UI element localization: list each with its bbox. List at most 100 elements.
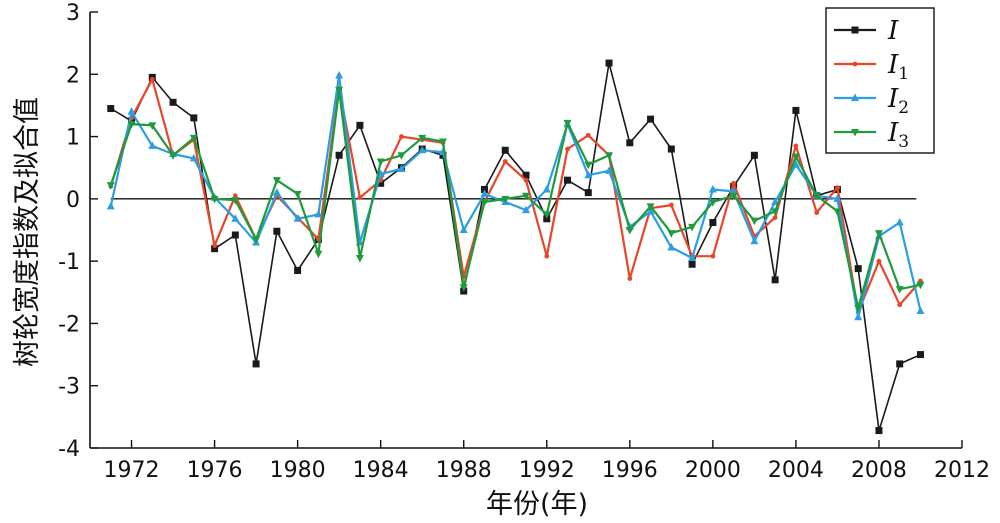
series-2-point	[731, 180, 737, 186]
series-line-2	[109, 78, 922, 314]
series-3-point	[833, 194, 842, 202]
series-4-point	[397, 152, 406, 160]
series-4-point	[189, 134, 198, 143]
series-1-point	[916, 351, 924, 359]
series-3-point	[231, 214, 240, 222]
y-tick-label: -4	[58, 437, 80, 462]
series-1-point	[252, 360, 260, 368]
series-4-point	[418, 134, 427, 143]
series-3-point	[667, 242, 676, 251]
series-line-1	[110, 62, 921, 432]
series-4-point	[708, 198, 717, 207]
series-2-point	[876, 258, 882, 264]
series-2-point	[149, 76, 155, 82]
series-4-point	[293, 190, 302, 199]
series-1-point	[584, 189, 592, 197]
series-1-point	[107, 105, 115, 113]
series-4-point	[522, 192, 530, 201]
series-3-point	[708, 185, 717, 193]
x-tick-label: 1988	[436, 458, 492, 483]
series-4-point	[314, 250, 323, 259]
series-3-point	[480, 189, 489, 197]
series-1-point	[294, 266, 302, 274]
series-3-point	[791, 160, 800, 168]
series-4-point	[501, 195, 510, 204]
legend-marker-3	[851, 93, 859, 101]
y-tick-label: 2	[66, 63, 80, 88]
series-1-point	[667, 145, 675, 153]
series-2-point	[565, 146, 570, 152]
series-3-point	[127, 107, 136, 115]
series-3-point	[688, 253, 697, 262]
series-3-point	[189, 153, 198, 162]
series-4-point	[791, 153, 800, 162]
series-3-point	[272, 188, 281, 196]
legend-subscript: 3	[898, 132, 909, 152]
series-4-point	[563, 119, 572, 128]
plot-area: -4 -3 -2 -1 0 1 2 3 1972 1976 1980 1984 1988 1992 1996…	[58, 1, 990, 483]
series-4-point	[833, 208, 842, 216]
legend-marker-2	[852, 61, 858, 67]
series-1-point	[854, 265, 862, 273]
series-2-point	[585, 132, 591, 138]
legend-subscript: 1	[898, 64, 909, 84]
series-2-point	[668, 202, 674, 208]
series-4-point	[854, 304, 863, 313]
series-1-point	[231, 231, 239, 239]
series-4-point	[169, 152, 178, 160]
series-1-point	[522, 171, 530, 179]
series-4-point	[438, 138, 447, 147]
series-2-point	[212, 243, 217, 248]
series-3-point	[335, 71, 344, 79]
series-3-point	[895, 218, 904, 226]
series-3-point	[605, 166, 614, 174]
series-1-point	[688, 260, 696, 268]
series-4-point	[106, 182, 115, 190]
series-2-point	[502, 159, 508, 164]
x-tick-label: 1976	[187, 458, 243, 483]
series-4-point	[916, 281, 925, 290]
series-4-point	[771, 208, 780, 216]
series-3-point	[293, 214, 302, 222]
series-3-point	[148, 141, 157, 149]
series-3-point	[314, 209, 323, 218]
series-1-point	[211, 245, 219, 253]
series-1-point	[335, 151, 343, 159]
series-4-point	[874, 230, 883, 238]
series-4-point	[210, 195, 219, 204]
series-3-point	[397, 164, 406, 172]
series-2-point	[710, 253, 716, 259]
series-2-point	[523, 177, 529, 183]
legend-subscript: 2	[898, 98, 909, 118]
series-3-point	[106, 201, 115, 210]
y-tick-label: -1	[58, 250, 80, 275]
series-4-point	[895, 286, 904, 294]
series-1-point	[709, 219, 717, 227]
y-axis-title: 树轮宽度指数及拟合值	[12, 97, 43, 367]
series-4-point	[729, 192, 738, 201]
series-4-point	[542, 211, 551, 219]
series-4-point	[252, 236, 261, 244]
series-2-point	[897, 302, 903, 308]
y-tick-label: 3	[66, 1, 80, 26]
series-4-point	[584, 161, 593, 170]
series-4-point	[335, 86, 344, 95]
series-2-point	[793, 143, 799, 149]
series-3-point	[522, 205, 530, 214]
series-2-point	[232, 193, 238, 199]
series-1-point	[564, 176, 572, 184]
series-3-point	[542, 185, 551, 193]
series-4-point	[605, 152, 614, 160]
y-tick-label: 0	[66, 188, 80, 213]
series-3-point	[584, 170, 593, 179]
series-4-point	[625, 227, 634, 235]
legend-box	[825, 7, 935, 154]
series-4-point	[667, 230, 676, 238]
series-2-point	[814, 210, 820, 215]
x-tick-label: 2012	[934, 458, 990, 483]
series-1-point	[190, 114, 198, 122]
x-axis-title: 年份(年)	[486, 489, 588, 520]
series-4-point	[480, 198, 489, 207]
series-1-point	[647, 115, 655, 123]
series-1-point	[750, 151, 758, 159]
